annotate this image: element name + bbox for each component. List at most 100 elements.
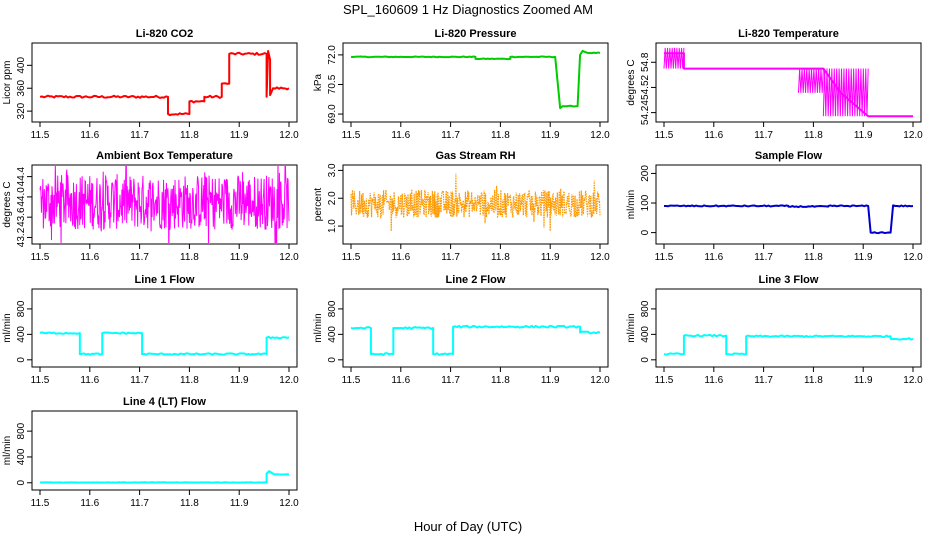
panel-title: Sample Flow — [755, 150, 823, 162]
series-line — [664, 52, 913, 118]
x-tick-label: 12.0 — [590, 375, 610, 386]
x-tick-label: 11.7 — [754, 252, 773, 263]
x-tick-label: 11.6 — [391, 252, 410, 263]
series-group — [39, 50, 290, 117]
y-axis-label: ml/min — [626, 190, 637, 219]
y-tick-label: 400 — [16, 448, 27, 465]
plot-frame — [342, 42, 609, 123]
plot-frame — [342, 288, 609, 368]
x-tick-label: 11.5 — [655, 252, 674, 263]
x-tick-label: 11.5 — [342, 375, 361, 386]
panel-10: Line 4 (LT) Flow 11.5 11.6 11.7 11.8 11.9 12.0… — [2, 396, 299, 509]
x-tick-label: 11.7 — [441, 130, 460, 141]
x-axis-title: Hour of Day (UTC) — [414, 519, 522, 534]
series-group — [39, 470, 290, 484]
series-line — [39, 331, 290, 356]
x-tick-label: 11.8 — [180, 130, 199, 141]
x-tick-label: 12.0 — [279, 130, 299, 141]
x-tick-label: 11.9 — [230, 375, 249, 386]
y-axis-label: Licor ppm — [2, 61, 13, 105]
y-tick-label: 800 — [640, 300, 651, 317]
x-tick-label: 11.5 — [655, 130, 674, 141]
series-group — [39, 166, 290, 243]
x-tick-label: 11.8 — [804, 252, 823, 263]
y-axis-label: degrees C — [626, 59, 637, 105]
y-tick-label: 800 — [327, 300, 338, 317]
series-toggle-1 — [663, 47, 685, 69]
y-tick-label: 400 — [16, 326, 27, 343]
x-tick-label: 11.7 — [130, 375, 149, 386]
x-tick-label: 12.0 — [590, 252, 610, 263]
panel-title: Line 4 (LT) Flow — [123, 396, 206, 408]
x-tick-label: 12.0 — [279, 375, 299, 386]
y-tick-label: 69.0 — [327, 104, 338, 124]
panel-title: Li-820 CO2 — [136, 28, 193, 40]
x-tick-label: 11.9 — [230, 252, 249, 263]
x-tick-label: 11.6 — [80, 252, 99, 263]
y-tick-label: 1.0 — [327, 219, 338, 233]
y-tick-label: 72.0 — [327, 45, 338, 65]
y-tick-label: 360 — [16, 79, 27, 96]
y-tick-label: 800 — [16, 422, 27, 439]
x-tick-label: 11.7 — [441, 375, 460, 386]
panel-2: Li-820 Pressure 11.5 11.6 11.7 11.8 11.9 12.0 6… — [313, 28, 610, 141]
y-tick-label: 320 — [16, 102, 27, 119]
y-tick-label: 0 — [16, 357, 27, 363]
y-tick-label: 44.0 — [16, 187, 27, 207]
x-tick-label: 12.0 — [279, 498, 299, 509]
series-line — [39, 50, 290, 117]
x-tick-label: 12.0 — [903, 252, 923, 263]
series-group — [663, 47, 913, 118]
series-line — [663, 333, 914, 356]
y-tick-label: 2.0 — [327, 191, 338, 205]
series-group — [350, 49, 601, 110]
x-tick-label: 11.9 — [854, 252, 873, 263]
x-tick-label: 11.6 — [80, 375, 99, 386]
panel-7: Line 1 Flow 11.5 11.6 11.7 11.8 11.9 12.0 0 400 8… — [2, 274, 299, 386]
x-tick-label: 11.9 — [854, 130, 873, 141]
x-tick-label: 11.5 — [31, 498, 50, 509]
plot-frame — [655, 288, 922, 368]
plot-frame — [31, 42, 298, 123]
series-band — [350, 173, 601, 232]
panel-title: Line 2 Flow — [446, 274, 506, 286]
series-line — [39, 470, 290, 484]
y-tick-label: 200 — [640, 165, 651, 182]
plot-frame — [655, 42, 922, 123]
y-axis-label: ml/min — [2, 436, 13, 465]
y-tick-label: 800 — [16, 300, 27, 317]
x-tick-label: 12.0 — [279, 252, 299, 263]
y-axis-label: degrees C — [2, 181, 13, 227]
x-tick-label: 11.9 — [230, 130, 249, 141]
y-tick-label: 3.0 — [327, 163, 338, 177]
x-tick-label: 11.6 — [704, 130, 723, 141]
x-tick-label: 11.7 — [130, 252, 149, 263]
x-tick-label: 11.8 — [804, 130, 823, 141]
x-tick-label: 11.8 — [491, 252, 510, 263]
y-tick-label: 0 — [640, 229, 651, 235]
y-tick-label: 54.24 — [640, 100, 651, 125]
x-tick-label: 11.8 — [491, 375, 510, 386]
series-line — [664, 204, 914, 235]
series-toggle-2 — [797, 68, 824, 93]
x-tick-label: 11.6 — [80, 130, 99, 141]
y-tick-label: 400 — [16, 57, 27, 74]
x-tick-label: 11.7 — [754, 130, 773, 141]
x-tick-label: 11.6 — [704, 375, 723, 386]
y-axis-label: kPa — [313, 73, 324, 91]
panel-1: Li-820 CO2 11.5 11.6 11.7 11.8 11.9 12.0 320 360… — [2, 28, 299, 141]
y-tick-label: 70.5 — [327, 74, 338, 94]
figure-title: SPL_160609 1 Hz Diagnostics Zoomed AM — [343, 2, 593, 17]
y-tick-label: 400 — [640, 326, 651, 343]
panel-9: Line 3 Flow 11.5 11.6 11.7 11.8 11.9 12.0 0 400 8… — [626, 274, 923, 386]
plot-frame — [342, 164, 609, 245]
series-band — [39, 166, 290, 243]
y-tick-label: 54.52 — [640, 74, 651, 99]
x-tick-label: 11.8 — [180, 252, 199, 263]
x-tick-label: 11.9 — [541, 375, 560, 386]
series-line — [350, 324, 601, 357]
series-group — [350, 324, 601, 357]
series-line — [350, 49, 601, 110]
x-tick-label: 11.8 — [180, 498, 199, 509]
